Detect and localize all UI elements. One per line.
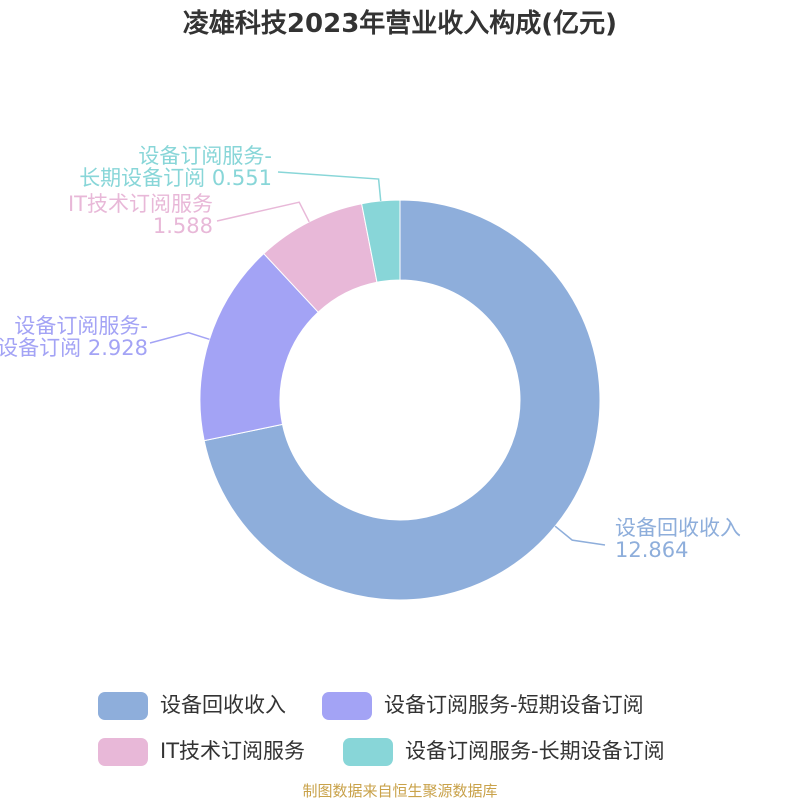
leader-line [277,171,382,202]
legend-label: 设备订阅服务-长期设备订阅 [405,739,665,763]
chart-title: 凌雄科技2023年营业收入构成(亿元) [183,8,617,39]
slice [361,199,401,283]
label-name: 设备订阅服务-短期设备订阅 [0,314,148,360]
label-name: 设备回收收入 [615,516,741,540]
slice [203,199,601,601]
legend-swatch [98,692,148,720]
slice-label: IT技术订阅服务 1.588 [13,193,213,237]
legend-swatch [343,738,393,766]
legend-label: 设备回收收入 [160,693,286,717]
label-value: 12.864 [615,538,689,562]
legend-label: IT技术订阅服务 [160,739,305,763]
label-name: IT技术订阅服务 [67,192,213,216]
source-note: 制图数据来自恒生聚源数据库 [302,782,497,800]
label-name: 设备订阅服务-长期设备订阅 [79,144,272,190]
label-value: 1.588 [152,214,213,238]
leader-line [216,201,310,223]
label-value: 2.928 [87,336,148,360]
leader-line [554,525,606,546]
legend-swatch [98,738,148,766]
label-value: 0.551 [211,166,272,190]
slice-label: 设备回收收入 12.864 [615,517,800,561]
legend-swatch [322,692,372,720]
leader-line [149,331,210,344]
slice-label: 设备订阅服务-长期设备订阅 0.551 [72,145,272,189]
legend-label: 设备订阅服务-短期设备订阅 [384,693,644,717]
slice-label: 设备订阅服务-短期设备订阅 2.928 [0,315,148,359]
